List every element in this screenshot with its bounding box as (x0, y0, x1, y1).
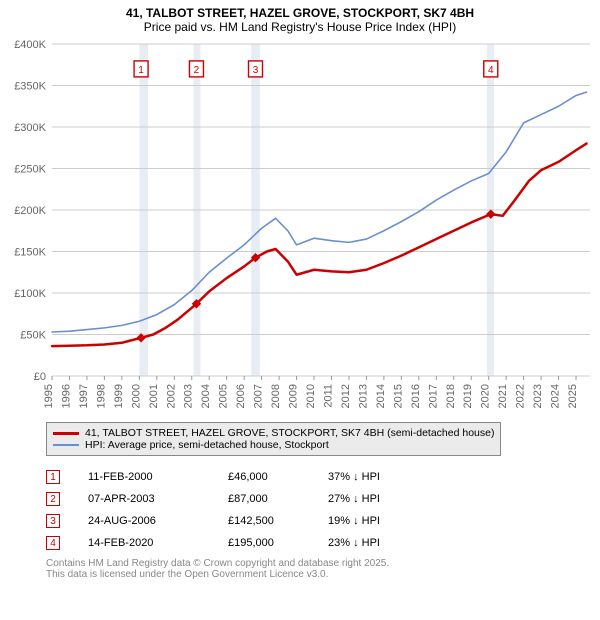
svg-text:1998: 1998 (95, 384, 107, 408)
sales-row: 3 24-AUG-2006£142,50019% ↓ HPI (46, 510, 588, 532)
sale-marker: 1 (46, 470, 60, 484)
chart-subtitle: Price paid vs. HM Land Registry's House … (4, 20, 596, 34)
svg-text:2001: 2001 (148, 384, 160, 408)
sales-row: 1 11-FEB-2000£46,00037% ↓ HPI (46, 466, 588, 488)
svg-text:£100K: £100K (14, 288, 46, 300)
svg-text:2002: 2002 (165, 384, 177, 408)
legend: 41, TALBOT STREET, HAZEL GROVE, STOCKPOR… (46, 422, 501, 456)
svg-text:£250K: £250K (14, 164, 46, 176)
svg-text:£50K: £50K (20, 330, 46, 342)
sale-hpi-delta: 37% ↓ HPI (328, 471, 428, 483)
footer-line-2: This data is licensed under the Open Gov… (46, 569, 588, 580)
svg-text:2013: 2013 (357, 384, 369, 408)
svg-text:2012: 2012 (340, 384, 352, 408)
svg-text:2020: 2020 (480, 384, 492, 408)
legend-label: 41, TALBOT STREET, HAZEL GROVE, STOCKPOR… (85, 427, 494, 439)
sale-marker: 4 (46, 536, 60, 550)
svg-text:2022: 2022 (515, 384, 527, 408)
svg-text:2024: 2024 (550, 384, 562, 408)
svg-text:£150K: £150K (14, 247, 46, 259)
svg-text:2025: 2025 (567, 384, 579, 408)
svg-text:2021: 2021 (497, 384, 509, 408)
attribution: Contains HM Land Registry data © Crown c… (46, 558, 588, 580)
sale-date: 07-APR-2003 (88, 493, 228, 505)
svg-text:1999: 1999 (113, 384, 125, 408)
svg-text:3: 3 (253, 65, 259, 76)
svg-text:2018: 2018 (445, 384, 457, 408)
svg-text:£0: £0 (34, 371, 46, 383)
sale-hpi-delta: 19% ↓ HPI (328, 515, 428, 527)
svg-text:2004: 2004 (200, 384, 212, 408)
svg-text:2023: 2023 (532, 384, 544, 408)
title-block: 41, TALBOT STREET, HAZEL GROVE, STOCKPOR… (0, 0, 600, 36)
sale-marker: 2 (46, 492, 60, 506)
svg-text:2003: 2003 (183, 384, 195, 408)
svg-text:1: 1 (138, 65, 144, 76)
chart-container: 41, TALBOT STREET, HAZEL GROVE, STOCKPOR… (0, 0, 600, 580)
svg-text:2014: 2014 (375, 384, 387, 408)
svg-text:£350K: £350K (14, 81, 46, 93)
sale-price: £87,000 (228, 493, 328, 505)
svg-text:2000: 2000 (130, 384, 142, 408)
sale-hpi-delta: 23% ↓ HPI (328, 537, 428, 549)
sale-hpi-delta: 27% ↓ HPI (328, 493, 428, 505)
footer-line-1: Contains HM Land Registry data © Crown c… (46, 558, 588, 569)
svg-text:4: 4 (488, 65, 494, 76)
svg-text:1997: 1997 (78, 384, 90, 408)
svg-text:2019: 2019 (462, 384, 474, 408)
svg-text:1996: 1996 (60, 384, 72, 408)
sale-price: £142,500 (228, 515, 328, 527)
svg-text:2005: 2005 (218, 384, 230, 408)
sales-row: 4 14-FEB-2020£195,00023% ↓ HPI (46, 532, 588, 554)
svg-text:2008: 2008 (270, 384, 282, 408)
legend-item-hpi: HPI: Average price, semi-detached house,… (53, 439, 494, 451)
legend-swatch-blue (53, 444, 79, 446)
sale-price: £46,000 (228, 471, 328, 483)
sale-date: 24-AUG-2006 (88, 515, 228, 527)
sale-marker: 3 (46, 514, 60, 528)
sale-date: 14-FEB-2020 (88, 537, 228, 549)
svg-text:2006: 2006 (235, 384, 247, 408)
svg-text:2016: 2016 (410, 384, 422, 408)
svg-text:2011: 2011 (322, 384, 334, 408)
legend-label: HPI: Average price, semi-detached house,… (85, 439, 329, 451)
svg-text:2010: 2010 (305, 384, 317, 408)
svg-text:2015: 2015 (392, 384, 404, 408)
chart-title: 41, TALBOT STREET, HAZEL GROVE, STOCKPOR… (4, 6, 596, 20)
svg-text:2007: 2007 (253, 384, 265, 408)
sale-date: 11-FEB-2000 (88, 471, 228, 483)
chart-area: £0 £50K £100K £150K £200K £250K £300K £350K £400… (0, 36, 600, 416)
svg-text:1995: 1995 (43, 384, 55, 408)
svg-text:2017: 2017 (427, 384, 439, 408)
chart-svg: £0 £50K £100K £150K £200K £250K £300K £350K £400… (0, 36, 600, 416)
sale-price: £195,000 (228, 537, 328, 549)
svg-text:£300K: £300K (14, 122, 46, 134)
legend-swatch-red (53, 432, 79, 435)
legend-item-property: 41, TALBOT STREET, HAZEL GROVE, STOCKPOR… (53, 427, 494, 439)
svg-text:£200K: £200K (14, 205, 46, 217)
sales-row: 2 07-APR-2003£87,00027% ↓ HPI (46, 488, 588, 510)
svg-text:£400K: £400K (14, 39, 46, 51)
sales-table: 1 11-FEB-2000£46,00037% ↓ HPI 2 07-APR-2003… (46, 466, 588, 554)
svg-text:2: 2 (194, 65, 200, 76)
svg-text:2009: 2009 (288, 384, 300, 408)
